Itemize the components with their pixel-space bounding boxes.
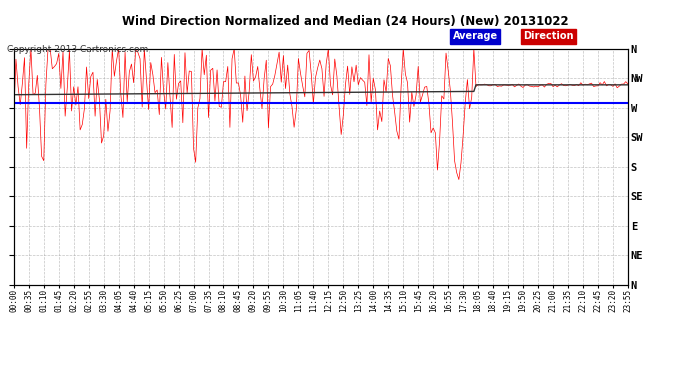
Text: Direction: Direction xyxy=(524,31,574,41)
Text: Copyright 2013 Cartronics.com: Copyright 2013 Cartronics.com xyxy=(7,45,148,54)
Text: Wind Direction Normalized and Median (24 Hours) (New) 20131022: Wind Direction Normalized and Median (24… xyxy=(121,15,569,28)
Text: Average: Average xyxy=(453,31,498,41)
